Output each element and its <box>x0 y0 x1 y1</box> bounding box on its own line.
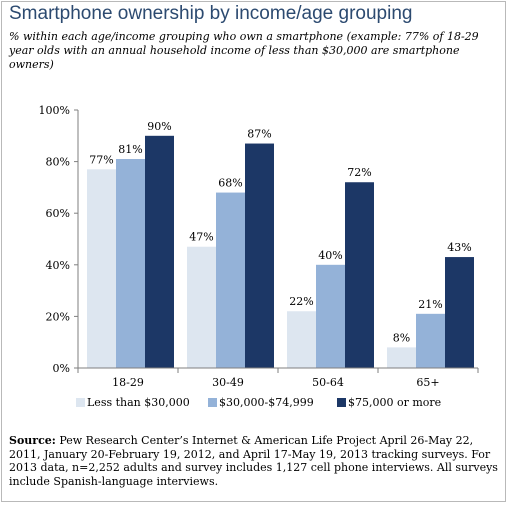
source-label: Source: <box>9 434 56 447</box>
bar <box>387 347 416 368</box>
y-tick-label: 0% <box>53 362 70 375</box>
y-tick-label: 80% <box>46 156 70 169</box>
legend-swatch <box>76 398 85 407</box>
bar <box>145 135 174 368</box>
bar <box>345 182 374 368</box>
data-label: 21% <box>418 298 442 311</box>
bar <box>445 257 474 368</box>
bar <box>287 311 316 368</box>
bar <box>116 159 145 368</box>
legend-label: $75,000 or more <box>348 396 441 409</box>
source-note: Source: Pew Research Center’s Internet &… <box>9 434 499 488</box>
data-label: 43% <box>447 241 471 254</box>
bar-chart: 0% 20% 40% 60% 80% 100% 77% 81% 90% 47% 68% 87% 22%… <box>39 104 479 409</box>
y-tick-label: 20% <box>46 310 70 323</box>
data-label: 72% <box>347 166 371 179</box>
y-tick-label: 60% <box>46 207 70 220</box>
x-tick-label: 18-29 <box>112 376 144 389</box>
data-label: 8% <box>393 331 410 344</box>
legend-label: $30,000-$74,999 <box>219 396 314 409</box>
bar <box>316 264 345 368</box>
y-tick-label: 40% <box>46 259 70 272</box>
data-label: 22% <box>289 295 313 308</box>
data-label: 81% <box>118 143 142 156</box>
bar <box>245 143 274 368</box>
y-axis: 0% 20% 40% 60% 80% 100% <box>39 104 79 375</box>
bar <box>187 246 216 368</box>
x-tick-label: 65+ <box>416 376 439 389</box>
bar <box>216 192 245 368</box>
bar <box>416 313 445 368</box>
bar <box>87 169 116 368</box>
data-label: 68% <box>218 177 242 190</box>
chart-subtitle: % within each age/income grouping who ow… <box>9 30 479 71</box>
x-axis: 18-29 30-49 50-64 65+ <box>77 367 479 389</box>
chart-title: Smartphone ownership by income/age group… <box>9 3 413 24</box>
legend: Less than $30,000 $30,000-$74,999 $75,000 … <box>76 396 441 409</box>
data-label: 87% <box>247 128 271 141</box>
y-tick-label: 100% <box>39 104 70 117</box>
data-label: 40% <box>318 249 342 262</box>
source-text: Pew Research Center’s Internet & America… <box>9 434 498 488</box>
legend-label: Less than $30,000 <box>87 396 190 409</box>
data-label: 90% <box>147 120 171 133</box>
x-tick-label: 50-64 <box>312 376 344 389</box>
legend-swatch <box>208 398 217 407</box>
data-label: 77% <box>89 153 113 166</box>
legend-swatch <box>337 398 346 407</box>
bars: 77% 81% 90% 47% 68% 87% 22% 40% 72% 8% 21% 43% <box>87 120 474 368</box>
data-label: 47% <box>189 231 213 244</box>
x-tick-label: 30-49 <box>212 376 244 389</box>
